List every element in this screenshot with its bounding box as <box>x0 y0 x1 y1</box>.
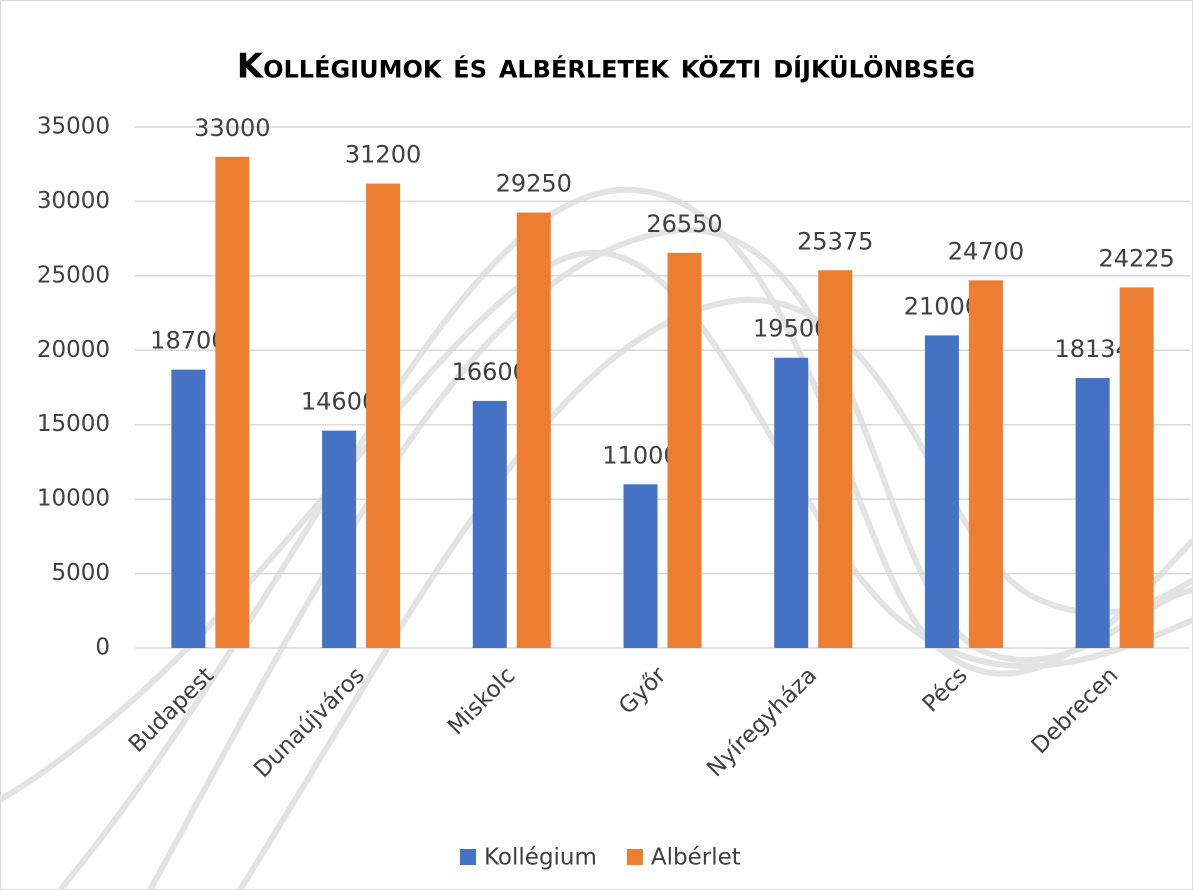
bar <box>624 484 658 648</box>
y-tick-label: 30000 <box>37 188 110 214</box>
bar <box>1076 378 1110 648</box>
legend-label: Kollégium <box>484 845 597 871</box>
data-label: 18134 <box>1054 335 1130 363</box>
bar <box>774 358 808 648</box>
bar <box>215 157 249 648</box>
legend-swatch <box>460 849 476 865</box>
data-label: 25375 <box>797 227 873 255</box>
data-label: 11000 <box>602 441 678 469</box>
bar <box>668 253 702 648</box>
bar <box>969 280 1003 648</box>
legend-label: Albérlet <box>651 845 741 871</box>
y-tick-label: 0 <box>95 635 110 661</box>
bar <box>322 431 356 648</box>
data-label: 29250 <box>496 170 572 198</box>
bar <box>1120 287 1154 648</box>
y-tick-label: 5000 <box>51 560 110 586</box>
bar <box>366 184 400 648</box>
data-label: 24700 <box>948 237 1024 265</box>
bar <box>171 370 205 648</box>
y-tick-label: 25000 <box>37 262 110 288</box>
data-label: 18700 <box>150 327 226 355</box>
data-label: 16600 <box>452 358 528 386</box>
chart-title: Kollégiumok és albérletek közti díjkülön… <box>237 47 976 87</box>
y-tick-label: 35000 <box>37 114 110 140</box>
data-label: 19500 <box>753 315 829 343</box>
data-label: 33000 <box>194 114 270 142</box>
bar <box>818 270 852 648</box>
data-label: 21000 <box>904 292 980 320</box>
bar <box>925 335 959 648</box>
bar <box>473 401 507 648</box>
data-label: 26550 <box>646 210 722 238</box>
data-label: 31200 <box>345 141 421 169</box>
y-tick-label: 10000 <box>37 486 110 512</box>
chart: Kollégiumok és albérletek közti díjkülön… <box>0 0 1193 890</box>
page: Kollégiumok és albérletek közti díjkülön… <box>0 0 1193 890</box>
bar <box>517 213 551 648</box>
y-tick-label: 15000 <box>37 411 110 437</box>
data-label: 14600 <box>301 388 377 416</box>
y-tick-label: 20000 <box>37 337 110 363</box>
legend-swatch <box>627 849 643 865</box>
data-label: 24225 <box>1098 244 1174 272</box>
